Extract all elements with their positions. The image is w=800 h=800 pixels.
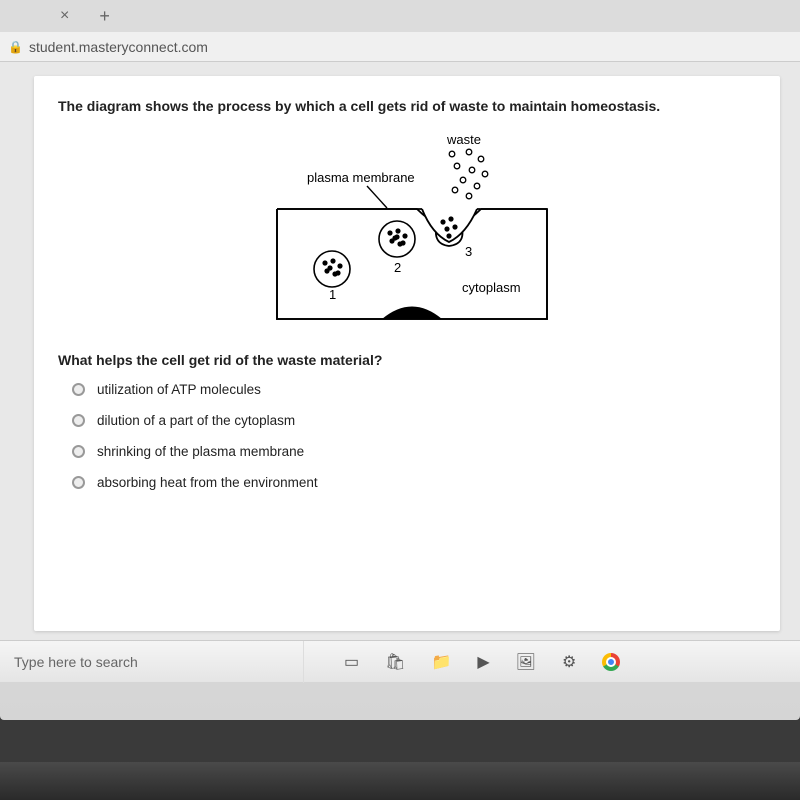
question-card: The diagram shows the process by which a… [34, 76, 780, 631]
store-icon[interactable]: 🛍 [385, 652, 405, 672]
browser-tab-strip: × + [0, 0, 800, 32]
option-b[interactable]: dilution of a part of the cytoplasm [72, 413, 756, 428]
label-cytoplasm: cytoplasm [462, 280, 521, 295]
sub-question: What helps the cell get rid of the waste… [58, 352, 756, 368]
option-c-label: shrinking of the plasma membrane [97, 444, 304, 459]
photos-icon[interactable]: 🖼 [516, 652, 536, 672]
explorer-icon[interactable]: 📁 [431, 652, 451, 672]
radio-icon[interactable] [72, 414, 85, 427]
taskbar: Type here to search ▭ 🛍 📁 ▶ 🖼 ⚙ [0, 640, 800, 682]
settings-icon[interactable]: ⚙ [562, 652, 576, 672]
chrome-icon[interactable] [602, 653, 620, 671]
tab-close-icon[interactable]: × [60, 7, 69, 25]
option-d[interactable]: absorbing heat from the environment [72, 475, 756, 490]
radio-icon[interactable] [72, 445, 85, 458]
page-content: The diagram shows the process by which a… [0, 62, 800, 682]
taskbar-icons: ▭ 🛍 📁 ▶ 🖼 ⚙ [344, 652, 620, 672]
screen: × + 🔒 student.masteryconnect.com The dia… [0, 0, 800, 720]
diagram-container: waste plasma membrane [58, 124, 756, 334]
option-c[interactable]: shrinking of the plasma membrane [72, 444, 756, 459]
search-placeholder: Type here to search [14, 654, 138, 670]
label-plasma-membrane: plasma membrane [307, 170, 415, 185]
option-b-label: dilution of a part of the cytoplasm [97, 413, 295, 428]
url-text: student.masteryconnect.com [29, 39, 208, 55]
lock-icon: 🔒 [8, 40, 23, 54]
label-1: 1 [329, 287, 336, 302]
question-prompt: The diagram shows the process by which a… [58, 98, 756, 114]
label-waste: waste [446, 132, 481, 147]
label-3: 3 [465, 244, 472, 259]
taskbar-search[interactable]: Type here to search [4, 641, 304, 683]
option-a[interactable]: utilization of ATP molecules [72, 382, 756, 397]
address-bar[interactable]: 🔒 student.masteryconnect.com [0, 32, 800, 62]
cell-diagram: waste plasma membrane [237, 124, 577, 334]
option-d-label: absorbing heat from the environment [97, 475, 318, 490]
option-a-label: utilization of ATP molecules [97, 382, 261, 397]
media-icon[interactable]: ▶ [477, 652, 489, 672]
task-view-icon[interactable]: ▭ [344, 652, 359, 672]
laptop-base [0, 762, 800, 800]
new-tab-icon[interactable]: + [99, 6, 110, 27]
radio-icon[interactable] [72, 476, 85, 489]
label-2: 2 [394, 260, 401, 275]
radio-icon[interactable] [72, 383, 85, 396]
